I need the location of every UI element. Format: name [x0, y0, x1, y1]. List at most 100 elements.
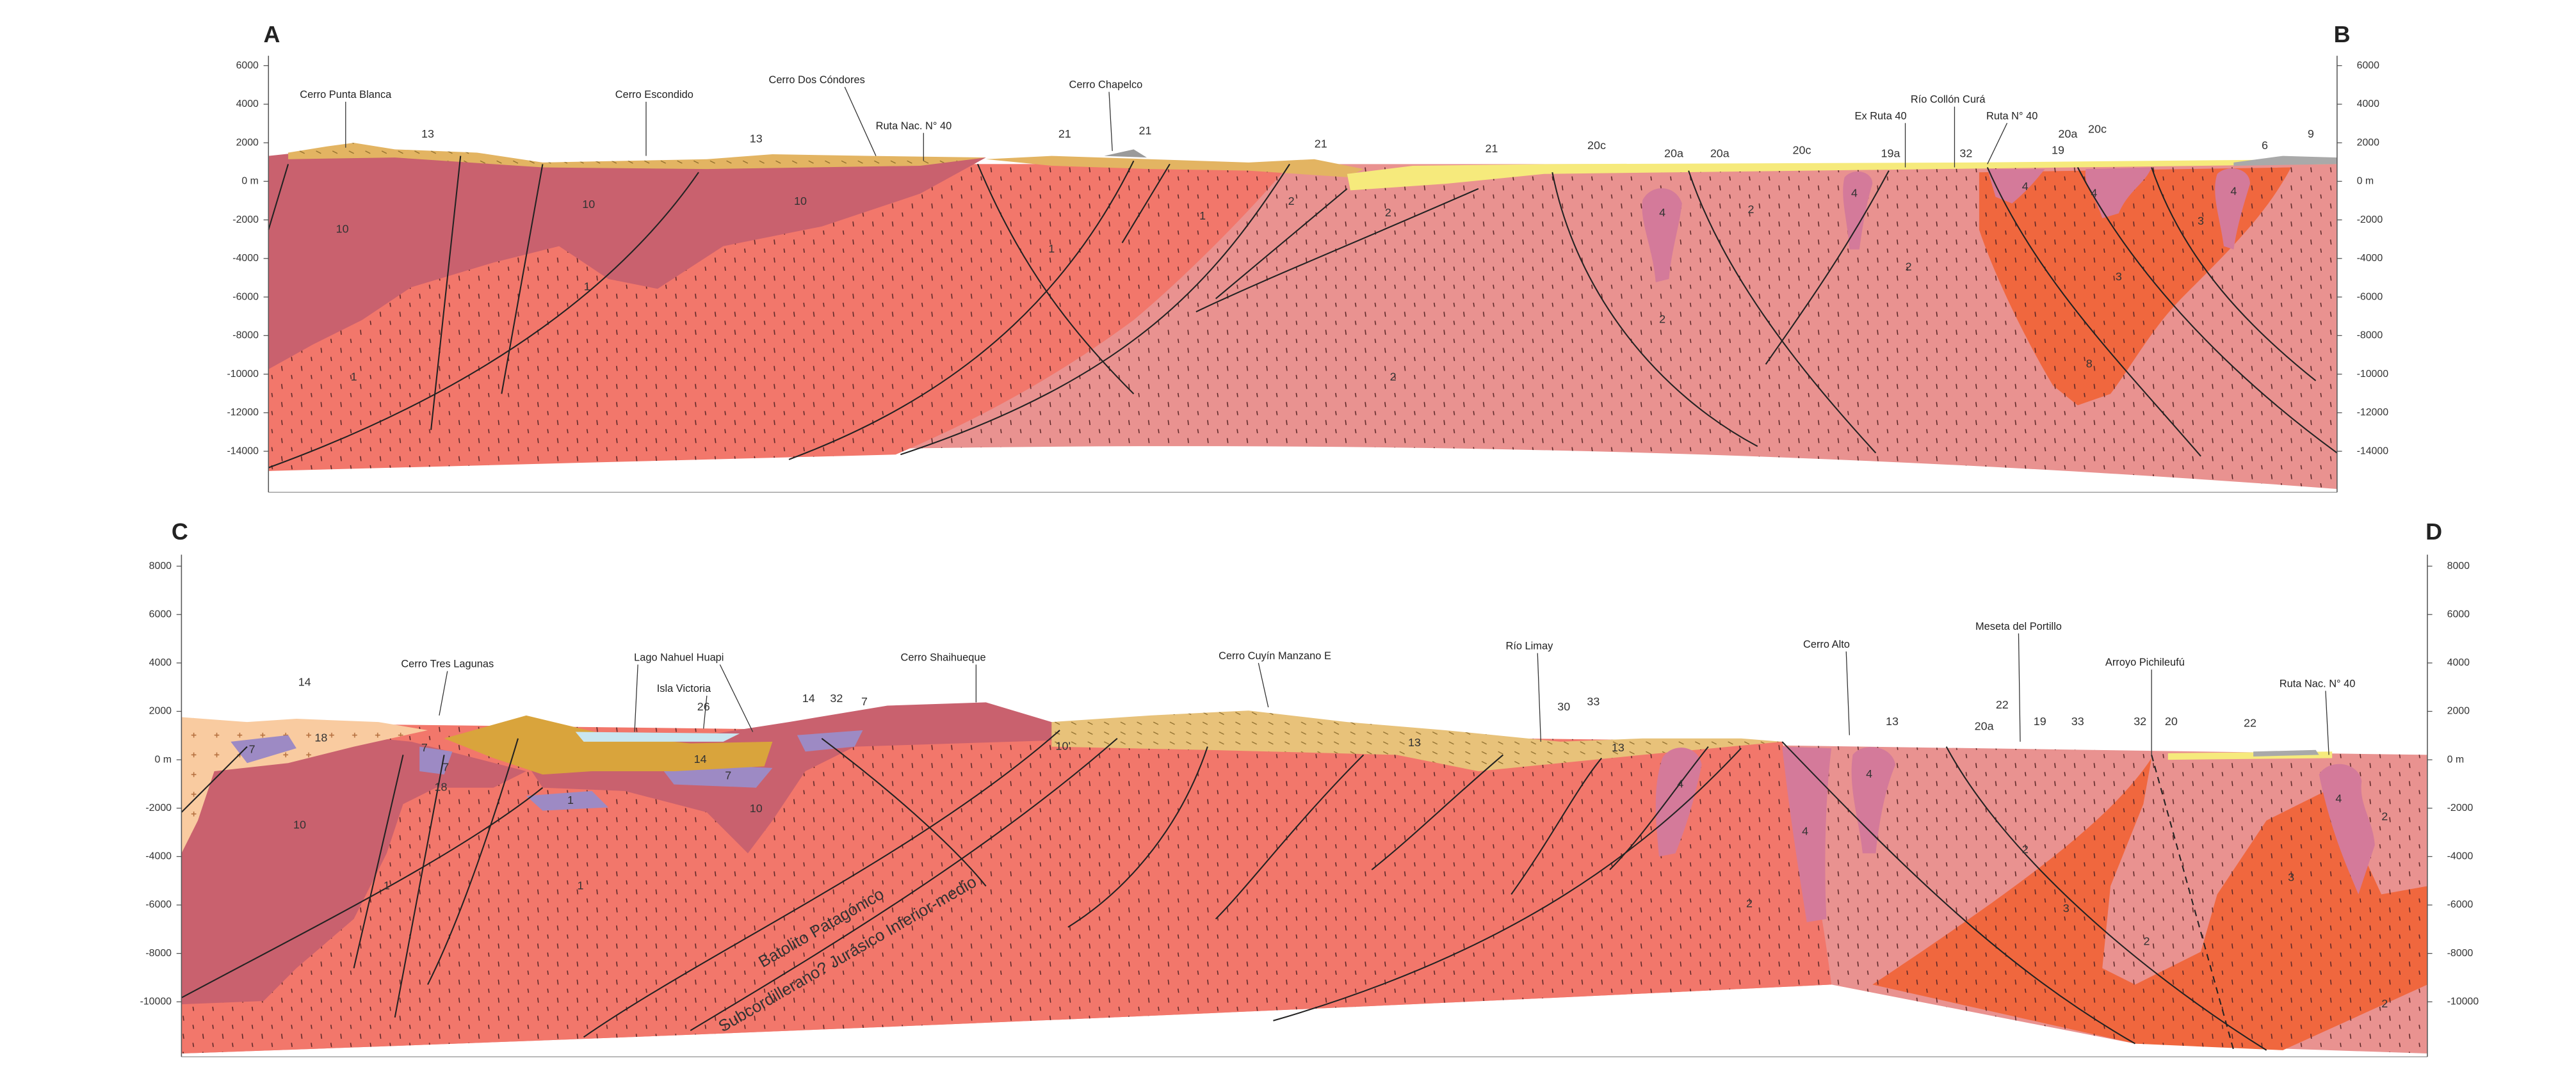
- leader-line: [634, 664, 638, 732]
- depth-tick-label: -2000: [232, 214, 259, 225]
- fault-line: [427, 738, 519, 985]
- unit-label: 20c: [2088, 122, 2107, 135]
- depth-tick-label: -12000: [227, 407, 259, 418]
- unit-label: 22: [2244, 716, 2256, 729]
- place-name: Ruta Nac. N° 40: [876, 120, 952, 132]
- unit-label: 1: [384, 879, 390, 892]
- fault-line: [1551, 172, 1758, 447]
- unit-14: [444, 715, 773, 775]
- unit-label: 4: [2022, 180, 2029, 193]
- unit-label: 32: [1959, 147, 1972, 160]
- depth-tick-label: -14000: [227, 445, 259, 456]
- unit-4: [1843, 171, 1873, 250]
- unit-label: 33: [2071, 715, 2084, 728]
- unit-4: [1851, 747, 1896, 854]
- unit-label: 19: [2052, 144, 2064, 157]
- unit-label: 9: [2308, 127, 2314, 140]
- place-name: Río Limay: [1506, 641, 1554, 652]
- unit-label: 10: [794, 195, 807, 207]
- depth-tick-label: -10000: [140, 996, 172, 1007]
- lake: [575, 732, 740, 742]
- fault-line: [788, 160, 1135, 460]
- fault-line: [1195, 188, 1479, 313]
- unit-label: 18: [435, 780, 448, 793]
- fault-line: [1511, 757, 1603, 895]
- unit-label: 2: [2381, 997, 2388, 1010]
- unit-7: [419, 746, 453, 775]
- depth-tick-label: 2000: [236, 137, 259, 148]
- depth-tick-label: 4000: [2447, 657, 2470, 668]
- unit-label: 2: [2143, 934, 2150, 947]
- unit-4: [1642, 188, 1682, 282]
- unit-label: 32: [2134, 715, 2146, 728]
- unit-label: 21: [1485, 142, 1498, 155]
- fault-line: [268, 172, 699, 468]
- depth-tick-label: 0 m: [2447, 754, 2464, 765]
- depth-tick-label: -10000: [2357, 369, 2389, 380]
- unit-10: [181, 722, 526, 1005]
- unit-label: 7: [442, 761, 449, 774]
- unit-4: [1987, 169, 2045, 204]
- unit-label: 10: [750, 802, 763, 815]
- fault-line: [181, 746, 248, 813]
- unit-label: 10: [293, 818, 306, 831]
- unit-label: 21: [1058, 127, 1071, 140]
- unit-label: 20: [2165, 715, 2178, 728]
- depth-tick-label: 2000: [2357, 137, 2379, 148]
- unit-4: [1782, 746, 1832, 922]
- depth-tick-label: 2000: [149, 706, 172, 717]
- unit-label: 18: [314, 732, 327, 744]
- unit-label: 7: [725, 769, 731, 781]
- unit-label: 10: [336, 223, 349, 236]
- unit-label: 7: [249, 742, 255, 755]
- unit-label: 13: [421, 127, 434, 140]
- section-end-label: B: [2334, 22, 2351, 47]
- depth-tick-label: -12000: [2357, 407, 2389, 418]
- unit-label: 21: [1138, 124, 1151, 137]
- unit-label: 13: [1612, 741, 1624, 754]
- unit-4: [1655, 748, 1702, 857]
- fault-line: [1121, 163, 1171, 243]
- depth-tick-label: -8000: [232, 330, 259, 341]
- leader-line: [2018, 633, 2021, 742]
- unit-label: 1: [1199, 209, 1206, 222]
- unit-label: 4: [1866, 767, 1872, 780]
- place-name: Cerro Escondido: [615, 89, 693, 100]
- unit-label: 20a: [1710, 147, 1729, 160]
- unit-label: 4: [2091, 186, 2097, 199]
- unit-label: 2: [1385, 206, 1391, 219]
- depth-tick-label: 2000: [2447, 706, 2470, 717]
- unit-label: 4: [1677, 777, 1683, 790]
- unit-label: 10': [1056, 739, 1071, 752]
- unit-label: 20c: [1793, 144, 1811, 157]
- depth-tick-label: 4000: [149, 657, 172, 668]
- place-name: Lago Nahuel Huapi: [634, 652, 724, 663]
- place-name: Cerro Alto: [1803, 639, 1850, 650]
- unit-label: 32: [830, 692, 843, 705]
- fault-line: [1273, 748, 1742, 1021]
- unit-label: 20a: [1975, 720, 1994, 733]
- cover-21: [1104, 149, 1147, 158]
- unit-7: [797, 730, 863, 752]
- unit-label: 1: [567, 794, 574, 806]
- fault-line: [181, 787, 544, 998]
- depth-tick-label: 8000: [2447, 561, 2470, 572]
- unit-label: 4: [2335, 792, 2342, 805]
- place-name: Cerro Chapelco: [1069, 79, 1143, 91]
- fault-line: [1945, 746, 2267, 1051]
- cover-6: [2233, 156, 2337, 166]
- fault-line: [2077, 167, 2338, 454]
- depth-tick-label: -4000: [232, 253, 259, 264]
- unit-label: 1: [351, 370, 357, 383]
- unit-7: [526, 790, 609, 811]
- unit-label: 20a: [2058, 127, 2077, 140]
- unit-label: 3: [2198, 214, 2204, 227]
- fault-line: [583, 730, 1060, 1038]
- depth-tick-label: -8000: [2357, 330, 2383, 341]
- unit-4: [2085, 167, 2152, 219]
- depth-tick-label: 0 m: [155, 754, 172, 765]
- depth-tick-label: -8000: [2447, 948, 2474, 959]
- depth-tick-label: -6000: [145, 899, 172, 910]
- unit-label: 21: [1315, 137, 1327, 150]
